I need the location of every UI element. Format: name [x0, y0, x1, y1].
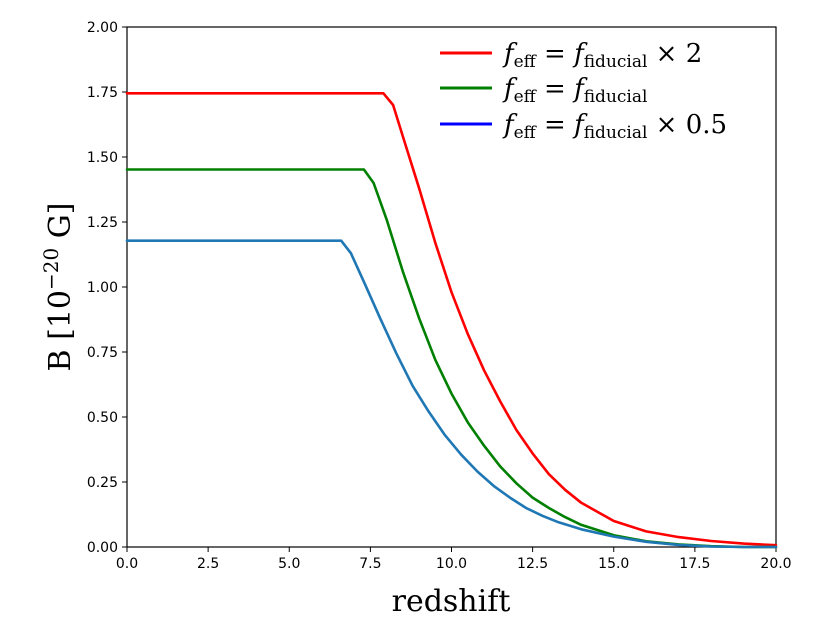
legend-label-1: feff = ffiducial	[502, 74, 647, 107]
plot-area	[126, 26, 777, 548]
legend-label-0: feff = ffiducial × 2	[502, 39, 702, 72]
x-tick-label: 0.0	[116, 556, 138, 572]
y-tick-label: 2.00	[87, 20, 118, 36]
x-tick-label: 10.0	[436, 556, 467, 572]
series-layer	[125, 92, 778, 549]
y-tick-label: 1.00	[87, 280, 118, 296]
y-axis-title-unit: [10	[43, 290, 78, 340]
y-tick-label: 0.00	[87, 540, 118, 556]
legend: feff = ffiducial × 2 feff = ffiducial fe…	[440, 39, 727, 143]
y-tick-label: 1.50	[87, 150, 118, 166]
y-axis-title-symbol: B	[43, 349, 78, 371]
series-line-1	[125, 168, 778, 549]
legend-label-2: feff = ffiducial × 0.5	[502, 110, 727, 143]
y-axis-title-exponent: −20	[39, 248, 63, 290]
x-axis-title: redshift	[392, 584, 511, 619]
series-line-2	[125, 239, 778, 549]
y-tick-label: 0.25	[87, 475, 118, 491]
x-tick-label: 20.0	[760, 556, 791, 572]
y-tick-label: 0.50	[87, 410, 118, 426]
x-tick-label: 15.0	[598, 556, 629, 572]
x-axis: 0.0 2.5 5.0 7.5 10.0 12.5 15.0 17.5 20.0	[116, 547, 792, 572]
y-axis-title-unit-end: G]	[43, 203, 78, 248]
x-tick-label: 2.5	[197, 556, 219, 572]
y-tick-label: 1.25	[87, 215, 118, 231]
y-axis: 0.00 0.25 0.50 0.75 1.00 1.25 1.50 1.75 2.00	[87, 20, 127, 556]
y-tick-label: 0.75	[87, 345, 118, 361]
x-tick-label: 7.5	[359, 556, 381, 572]
series-line-0	[125, 92, 778, 547]
y-axis-title: B [10−20 G]	[39, 203, 78, 372]
x-tick-label: 12.5	[517, 556, 548, 572]
x-tick-label: 17.5	[679, 556, 710, 572]
y-tick-label: 1.75	[87, 85, 118, 101]
x-tick-label: 5.0	[278, 556, 300, 572]
